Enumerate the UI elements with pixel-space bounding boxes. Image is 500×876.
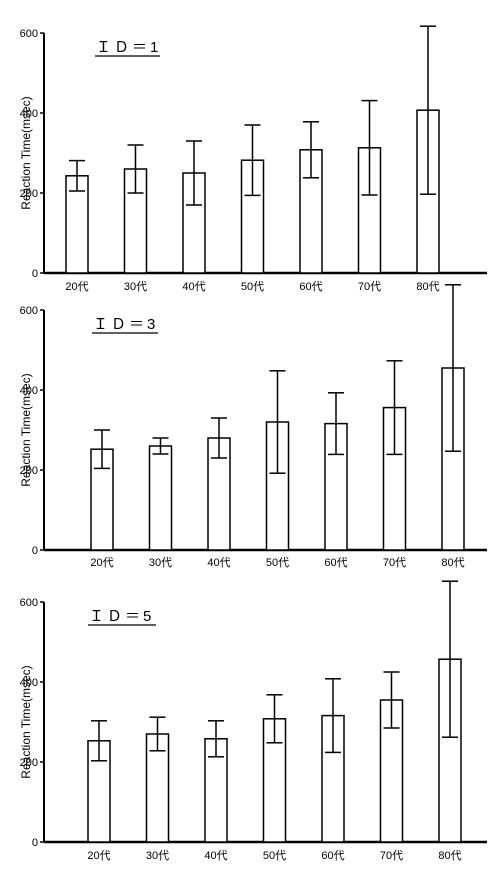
x-category-label: 50代: [266, 556, 289, 569]
x-category-label: 60代: [299, 280, 322, 293]
y-axis-label: Reaction Time(msec): [19, 665, 33, 778]
x-category-label: 20代: [90, 556, 113, 569]
y-tick-label: 400: [20, 108, 38, 120]
x-category-label: 70代: [383, 556, 406, 569]
x-category-label: 80代: [438, 849, 461, 862]
y-tick-label: 200: [20, 465, 38, 477]
x-category-label: 60代: [324, 556, 347, 569]
y-tick-label: 400: [20, 385, 38, 397]
y-tick-label: 400: [20, 677, 38, 689]
chart-svg-3: 0 200 400 600 Reaction Time(msec) ＩＤ＝5 20代 30代 4…: [19, 580, 487, 862]
chart-panel-3: 0 200 400 600 Reaction Time(msec) ＩＤ＝5 20代 30代 4…: [0, 578, 500, 876]
x-category-label: 40代: [207, 556, 230, 569]
chart-svg-2: 0 200 400 600 Reaction Time(msec) ＩＤ＝3 20代 30代 4…: [19, 284, 487, 569]
panel-title: ＩＤ＝3: [93, 316, 158, 333]
y-tick-label: 600: [20, 305, 38, 317]
y-tick-label: 600: [20, 597, 38, 609]
chart-panel-2: 0 200 400 600 Reaction Time(msec) ＩＤ＝3 20代 30代 4…: [0, 284, 500, 578]
x-category-label: 20代: [87, 849, 110, 862]
y-tick-label: 0: [32, 837, 38, 849]
y-axis-label: Reaction Time(msec): [19, 373, 33, 486]
x-category-label: 40代: [182, 280, 205, 293]
x-category-label: 70代: [380, 849, 403, 862]
chart-panel-1: 0 200 400 600 Reaction Time(msec) ＩＤ＝1 20代 30代 4…: [0, 0, 500, 296]
panel-title: ＩＤ＝5: [89, 608, 154, 625]
x-category-label: 50代: [241, 280, 264, 293]
y-tick-label: 0: [32, 545, 38, 557]
y-tick-label: 0: [32, 268, 38, 280]
panel-title: ＩＤ＝1: [96, 39, 161, 56]
y-tick-label: 600: [20, 28, 38, 40]
x-category-label: 50代: [263, 849, 286, 862]
chart-svg-1: 0 200 400 600 Reaction Time(msec) ＩＤ＝1 20代 30代 4…: [19, 25, 487, 293]
y-tick-label: 200: [20, 188, 38, 200]
x-category-label: 70代: [358, 280, 381, 293]
y-tick-label: 200: [20, 757, 38, 769]
x-category-label: 30代: [149, 556, 172, 569]
bar: [148, 445, 173, 551]
x-category-label: 20代: [65, 280, 88, 293]
x-category-label: 60代: [321, 849, 344, 862]
x-category-label: 30代: [146, 849, 169, 862]
x-category-label: 30代: [124, 280, 147, 293]
x-category-label: 80代: [441, 556, 464, 569]
y-axis-label: Reaction Time(msec): [19, 96, 33, 209]
x-category-label: 40代: [204, 849, 227, 862]
x-category-label: 80代: [416, 280, 439, 293]
